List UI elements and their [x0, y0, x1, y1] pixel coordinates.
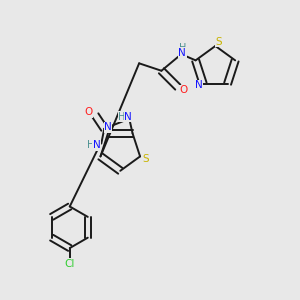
Text: S: S	[215, 37, 222, 46]
Text: O: O	[180, 85, 188, 95]
Text: N: N	[195, 80, 203, 90]
Text: S: S	[143, 154, 149, 164]
Text: O: O	[85, 107, 93, 117]
Text: H: H	[178, 43, 186, 52]
Text: Cl: Cl	[64, 259, 75, 269]
Text: H: H	[118, 112, 126, 122]
Text: N: N	[93, 140, 101, 150]
Text: H: H	[87, 140, 94, 150]
Text: N: N	[104, 122, 112, 132]
Text: N: N	[178, 48, 186, 58]
Text: N: N	[124, 112, 132, 122]
